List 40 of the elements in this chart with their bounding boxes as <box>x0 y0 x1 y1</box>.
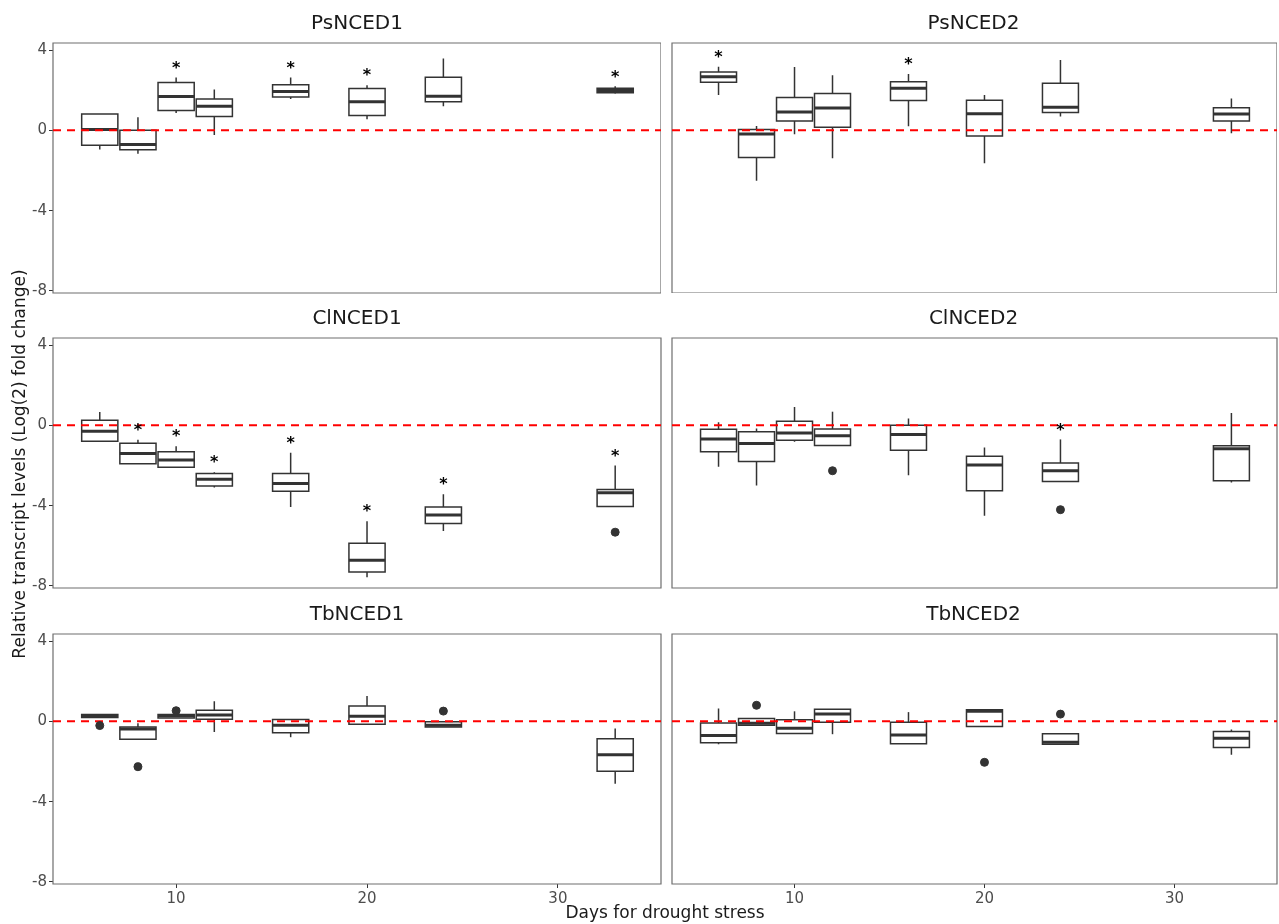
y-tick-label: 4 <box>37 630 47 649</box>
chart-title: TbNCED1 <box>308 601 406 625</box>
annotation: * <box>439 474 449 494</box>
y-tick-label: 0 <box>37 120 47 139</box>
chart-title: PsNCED2 <box>926 10 1021 34</box>
x-tick-label: 20 <box>974 888 995 907</box>
annotation: * <box>171 426 181 446</box>
y-tick-label: 0 <box>37 711 47 730</box>
x-tick-label: 10 <box>166 888 186 907</box>
annotation: * <box>611 445 620 465</box>
y-axis-title: Relative transcript levels (Log(2) fold change) <box>8 268 29 659</box>
annotation: * <box>362 65 372 85</box>
y-tick-label: -8 <box>32 871 47 890</box>
x-axis-title: Days for drought stress <box>565 902 765 922</box>
annotation: * <box>133 419 143 439</box>
y-tick-label: -8 <box>32 280 47 299</box>
y-tick-label: 0 <box>37 415 47 434</box>
y-tick-label: -8 <box>32 575 47 594</box>
annotation: * <box>1056 419 1066 439</box>
x-tick-label: 30 <box>1164 888 1184 907</box>
x-tick-label: 30 <box>548 888 568 907</box>
y-tick-label: -4 <box>32 200 47 219</box>
annotation: * <box>362 501 372 521</box>
y-tick-label: 4 <box>37 39 47 58</box>
annotation: * <box>286 57 296 77</box>
y-tick-label: -4 <box>32 791 47 810</box>
annotation: * <box>171 57 181 77</box>
annotation: * <box>904 54 914 74</box>
x-tick-label: 20 <box>357 888 377 907</box>
chart-title: ClNCED2 <box>927 305 1020 329</box>
chart-title: ClNCED1 <box>311 305 403 329</box>
chart-title: PsNCED1 <box>310 10 404 34</box>
annotation: * <box>210 452 220 472</box>
annotation: * <box>286 432 296 452</box>
chart-title: TbNCED2 <box>925 601 1022 625</box>
x-tick-label: 10 <box>784 888 805 907</box>
y-tick-label: -4 <box>32 495 47 514</box>
y-tick-label: 4 <box>37 334 47 353</box>
annotation: * <box>714 46 724 66</box>
annotation: * <box>611 66 620 86</box>
